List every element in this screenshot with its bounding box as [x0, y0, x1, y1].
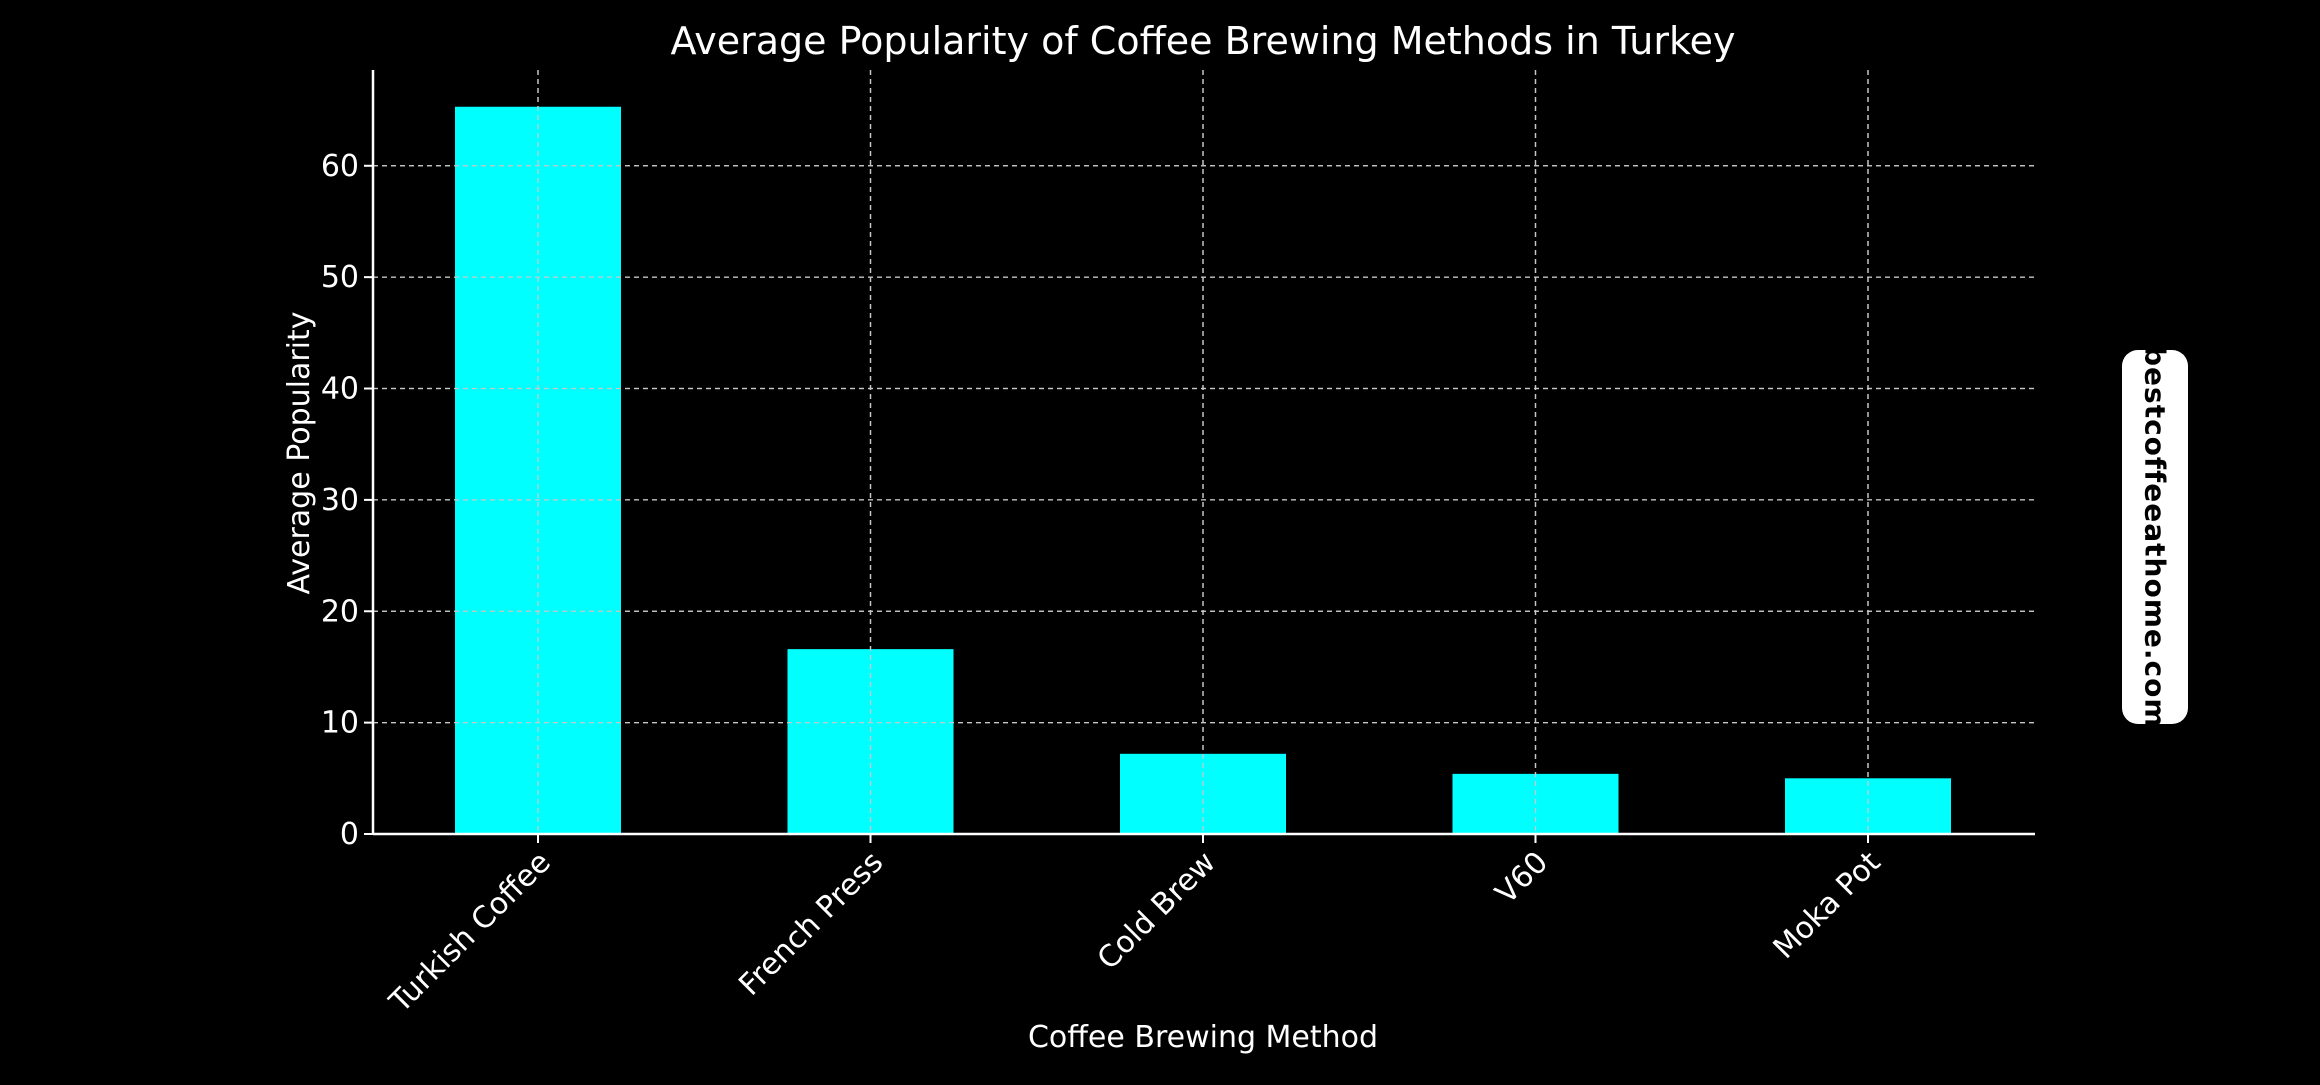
grid [373, 70, 2035, 834]
x-tick-label: Moka Pot [1767, 845, 1888, 966]
y-tick-label: 0 [340, 817, 359, 852]
x-tick-label: Cold Brew [1091, 845, 1223, 977]
y-tick-label: 20 [321, 594, 359, 629]
x-axis-label: Coffee Brewing Method [1028, 1020, 1378, 1055]
y-tick-label: 60 [321, 149, 359, 184]
chart-title: Average Popularity of Coffee Brewing Met… [670, 19, 1735, 63]
y-tick-label: 40 [321, 372, 359, 407]
y-tick-label: 30 [321, 483, 359, 518]
watermark-badge: bestcoffeeathome.com [2122, 346, 2188, 728]
y-axis-label: Average Popularity [282, 311, 317, 594]
x-tick-label: French Press [732, 845, 890, 1003]
bar-moka-pot [1785, 778, 1951, 834]
axes [371, 70, 2035, 836]
y-tick-label: 10 [321, 706, 359, 741]
watermark-text: bestcoffeeathome.com [2138, 345, 2172, 729]
bars [373, 70, 2035, 834]
x-tick-label: Turkish Coffee [382, 845, 557, 1020]
y-tick-label: 50 [321, 260, 359, 295]
x-tick-label: V60 [1489, 845, 1555, 911]
